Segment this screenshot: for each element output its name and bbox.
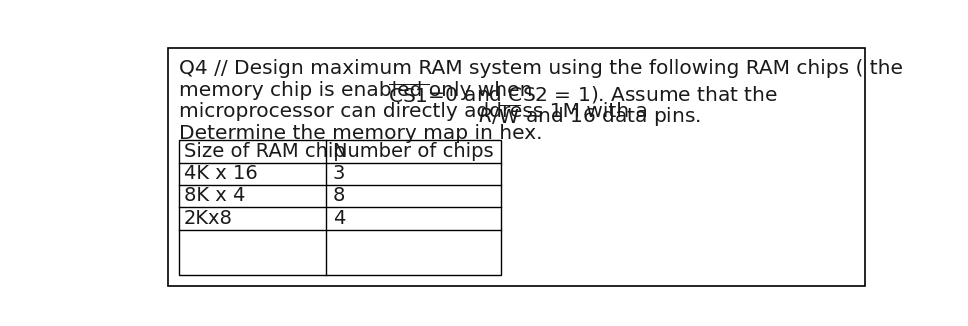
Text: Determine the memory map in hex.: Determine the memory map in hex.	[179, 124, 543, 143]
Text: Q4 // Design maximum RAM system using the following RAM chips ( the: Q4 // Design maximum RAM system using th…	[179, 59, 903, 78]
Text: 4: 4	[333, 209, 345, 228]
Text: Number of chips: Number of chips	[333, 142, 494, 161]
Text: $\overline{\rm CS1}$=0 and CS2 = 1). Assume that the: $\overline{\rm CS1}$=0 and CS2 = 1). Ass…	[388, 81, 778, 106]
Text: $R/\overline{\rm W}$ and 16 data pins.: $R/\overline{\rm W}$ and 16 data pins.	[477, 102, 701, 129]
Bar	[179, 140, 500, 275]
Text: microprocessor can directly address 1M with a: microprocessor can directly address 1M w…	[179, 102, 661, 121]
Text: memory chip is enabled only when: memory chip is enabled only when	[179, 81, 539, 100]
Text: Size of RAM chip: Size of RAM chip	[184, 142, 346, 161]
Text: 3: 3	[333, 164, 345, 183]
Text: 4K x 16: 4K x 16	[184, 164, 257, 183]
Text: 2Kx8: 2Kx8	[184, 209, 232, 228]
Text: 8K x 4: 8K x 4	[184, 186, 245, 205]
Text: 8: 8	[333, 186, 345, 205]
